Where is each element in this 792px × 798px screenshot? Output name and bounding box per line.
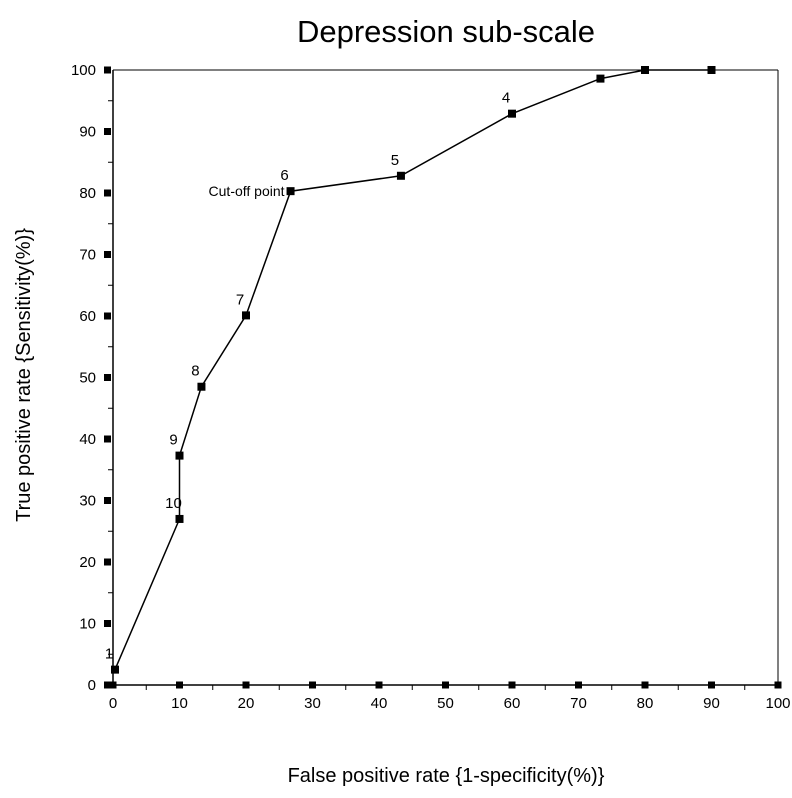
x-tick-mark: [375, 681, 383, 689]
roc-point-marker: [286, 187, 295, 196]
roc-point-marker: [197, 382, 206, 391]
y-tick-label: 10: [79, 616, 96, 633]
x-tick-label: 60: [504, 695, 521, 712]
x-tick-label: 0: [109, 695, 117, 712]
roc-point-marker: [596, 74, 605, 83]
roc-point-marker: [242, 311, 250, 320]
y-tick-label: 0: [88, 677, 96, 694]
y-tick-label: 30: [79, 493, 96, 510]
y-tick-label: 20: [79, 554, 96, 571]
roc-point-marker: [110, 665, 119, 674]
y-tick-label: 40: [79, 431, 96, 448]
x-tick-label: 20: [238, 695, 255, 712]
y-tick-label: 50: [79, 370, 96, 387]
data-layer: [110, 66, 716, 674]
y-tick-mark: [104, 681, 111, 689]
y-tick-mark: [104, 66, 111, 74]
y-tick-mark: [104, 620, 111, 627]
x-tick-mark: [109, 681, 117, 689]
y-tick-label: 80: [79, 185, 96, 202]
y-tick-mark: [104, 312, 111, 320]
y-tick-label: 90: [79, 124, 96, 141]
y-tick-mark: [104, 251, 111, 258]
roc-point-marker: [508, 109, 516, 118]
x-tick-mark: [575, 681, 582, 689]
point-label: 1: [105, 646, 113, 663]
roc-point-marker: [396, 171, 405, 180]
x-tick-mark: [176, 681, 183, 689]
x-tick-mark: [309, 681, 316, 689]
point-label: 5: [391, 152, 399, 169]
point-label: 6: [280, 167, 288, 184]
roc-point-marker: [641, 66, 649, 74]
x-tick-mark: [774, 681, 782, 689]
x-tick-label: 40: [371, 695, 388, 712]
roc-point-marker: [175, 451, 184, 460]
x-tick-mark: [708, 681, 715, 689]
x-tick-label: 70: [570, 695, 587, 712]
y-tick-label: 70: [79, 247, 96, 264]
axes: 0 10 20 30 40 50 60 70 80 90 100 0 10 20 30 40 50 60 70 80 9…: [71, 62, 791, 712]
point-label: 10: [165, 495, 182, 512]
y-tick-label: 100: [71, 62, 96, 79]
y-tick-mark: [104, 128, 111, 135]
roc-point-marker: [175, 514, 184, 523]
x-tick-label: 90: [703, 695, 720, 712]
y-tick-mark: [104, 189, 111, 197]
x-tick-mark: [442, 681, 449, 689]
point-labels: 1 10 9 8 7 6 5 4 Cut-off point: [105, 90, 510, 663]
x-tick-label: 10: [171, 695, 188, 712]
x-tick-label: 80: [637, 695, 654, 712]
point-label: 8: [191, 363, 199, 380]
y-tick-mark: [104, 435, 111, 443]
y-tick-label: 60: [79, 308, 96, 325]
x-tick-mark: [641, 681, 649, 689]
point-label: 7: [236, 291, 244, 308]
point-label: 9: [169, 432, 177, 449]
y-tick-mark: [104, 558, 111, 566]
y-axis-label: True positive rate {Sensitivity(%)}: [13, 228, 35, 522]
x-axis-label: False positive rate {1-specificity(%)}: [288, 765, 605, 787]
y-tick-mark: [104, 374, 111, 381]
chart-title: Depression sub-scale: [297, 14, 595, 49]
x-tick-label: 50: [437, 695, 454, 712]
roc-point-marker: [707, 66, 716, 74]
y-tick-mark: [104, 497, 111, 504]
x-tick-mark: [242, 681, 250, 689]
x-tick-label: 30: [304, 695, 321, 712]
x-tick-label: 100: [765, 695, 790, 712]
roc-curve-line: [114, 69, 712, 670]
cut-off-annotation: Cut-off point: [209, 183, 285, 199]
x-tick-mark: [508, 681, 516, 689]
point-label: 4: [502, 90, 510, 107]
